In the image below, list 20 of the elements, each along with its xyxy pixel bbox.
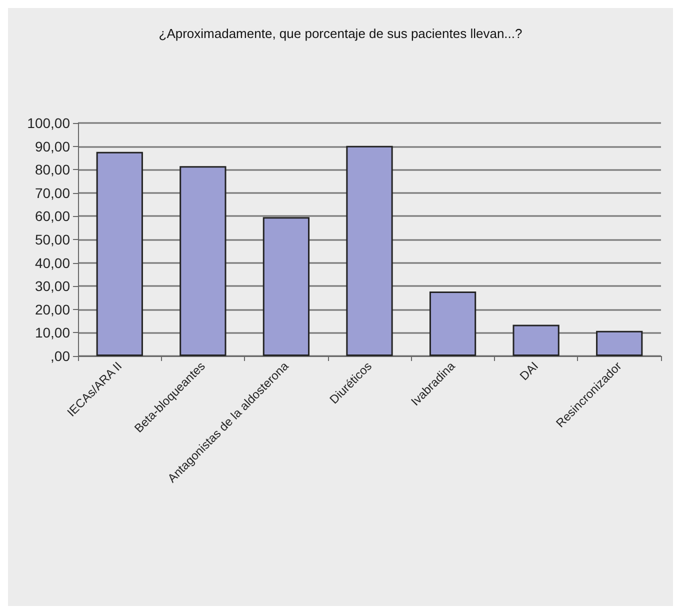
- y-tick-label: 40,00: [34, 254, 70, 271]
- bar: [346, 146, 393, 356]
- y-tick-label: 90,00: [34, 138, 70, 154]
- bar: [180, 166, 226, 356]
- y-tick-label: 70,00: [34, 184, 70, 201]
- y-tick-label: 80,00: [34, 162, 70, 178]
- bar: [596, 330, 643, 356]
- y-tick-label: 10,00: [34, 324, 70, 341]
- chart-title: ¿Aproximadamente, que porcentaje de sus pacientes llevan...?: [158, 26, 522, 41]
- y-tick-label: ,00: [50, 348, 70, 364]
- y-tick-label: 100,00: [27, 115, 70, 131]
- bar: [429, 291, 476, 356]
- x-tick-label: DAI: [516, 359, 542, 384]
- bar: [96, 152, 143, 356]
- y-tick-label: 50,00: [34, 232, 70, 248]
- bar: [512, 324, 560, 356]
- bar: [262, 217, 310, 356]
- y-tick-label: 30,00: [34, 278, 70, 294]
- y-tick-label: 20,00: [34, 301, 70, 318]
- y-tick-label: 60,00: [34, 208, 70, 224]
